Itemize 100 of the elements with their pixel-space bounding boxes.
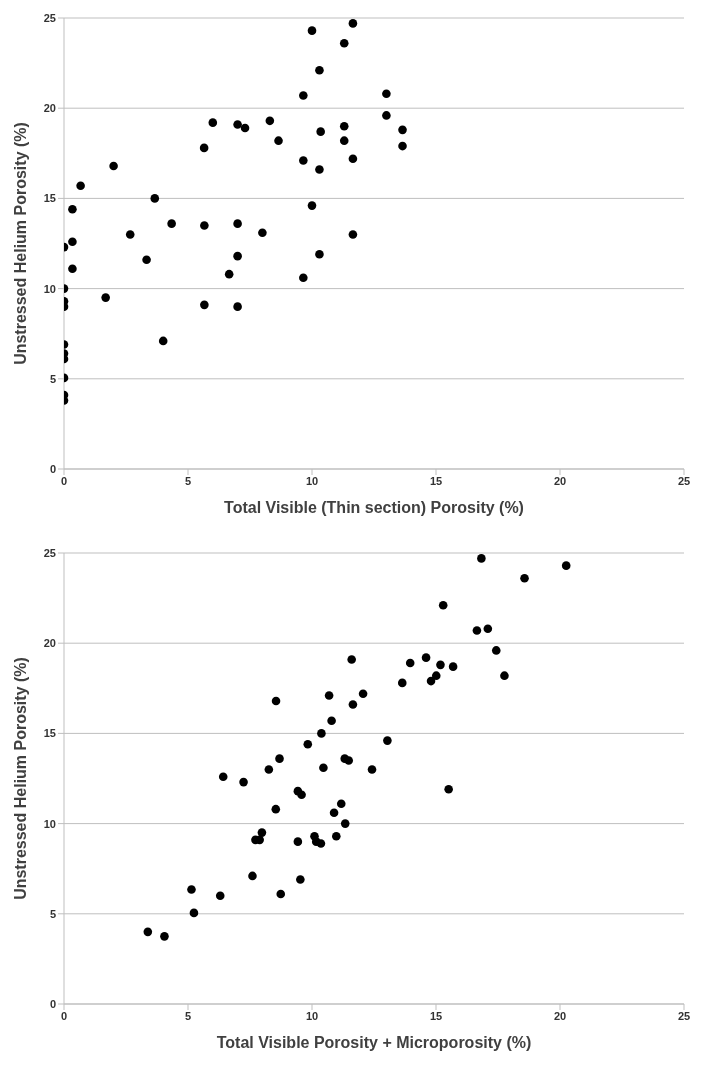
point [215,891,225,901]
point [296,875,305,884]
y-tick-label: 10 [43,817,56,830]
point [421,653,431,662]
point [316,839,326,848]
point [339,121,349,131]
point [200,300,209,310]
y-tick-label: 0 [49,462,56,475]
point [348,700,358,709]
point [329,808,339,818]
point [187,885,196,894]
point [348,230,358,239]
y-tick-label: 25 [43,546,56,559]
x-tick-label: 20 [553,474,567,487]
point [265,116,275,126]
y-tick-label: 15 [43,727,56,740]
point [274,136,283,145]
point [275,754,284,763]
x-tick-label: 15 [429,474,443,487]
point [142,255,151,265]
y-tick-label: 0 [49,997,56,1010]
y-tick-label: 25 [43,11,56,24]
point [257,828,267,837]
point [397,678,407,688]
point [438,601,448,610]
x-tick-label: 5 [184,474,192,487]
point [125,230,135,239]
point [348,154,358,164]
x-tick-label: 10 [305,1009,319,1022]
point [271,804,281,814]
point [101,293,110,302]
point [208,118,218,127]
point [258,228,267,237]
point [189,908,199,918]
point [68,264,77,274]
point [431,671,441,680]
point [158,336,168,346]
point [520,573,529,583]
y-tick-label: 5 [49,907,56,920]
point [324,691,334,700]
point [472,626,482,635]
point [218,772,228,781]
point [477,554,486,563]
point [264,765,274,774]
point [76,181,85,191]
point [68,204,77,214]
point [167,219,176,228]
point [347,655,356,664]
point [199,143,209,153]
point [448,662,458,671]
x-tick-label: 0 [60,474,68,487]
point [327,716,336,726]
point [491,646,501,655]
point [358,689,368,699]
point [109,161,118,171]
x-tick-label: 20 [553,1009,567,1022]
point [339,136,349,145]
point [303,739,313,749]
y-tick-label: 10 [43,282,56,295]
point [339,38,349,48]
point [340,819,350,828]
point [315,66,324,75]
point [293,837,303,846]
y-tick-label: 15 [43,192,56,205]
x-axis-title: Total Visible Porosity + Microporosity (%) [216,1034,532,1051]
point [160,932,169,941]
point [307,201,317,210]
point [233,219,242,228]
point [299,273,308,283]
point [367,765,377,774]
point [240,123,250,133]
point [200,221,209,230]
point [239,777,248,787]
point [150,194,160,203]
point [233,302,242,311]
x-axis-title: Total Visible (Thin section) Porosity (%) [224,499,524,516]
x-tick-label: 10 [305,474,319,487]
point [276,889,286,899]
point [500,671,509,680]
point [271,696,281,706]
x-tick-label: 5 [184,1009,192,1022]
point [319,763,328,772]
point [297,790,306,800]
point [233,251,242,261]
point [68,237,77,246]
point [483,624,493,634]
y-tick-label: 5 [49,372,56,385]
point [561,561,571,570]
point [332,831,341,841]
point [344,756,353,765]
point [315,250,324,259]
point [382,89,391,99]
x-tick-label: 15 [429,1009,443,1022]
point [398,125,407,135]
point [436,660,445,670]
point [405,658,415,668]
y-axis-title: Unstressed Helium Porosity (%) [11,657,29,900]
point [224,269,234,279]
point [248,871,257,881]
point [143,927,153,937]
